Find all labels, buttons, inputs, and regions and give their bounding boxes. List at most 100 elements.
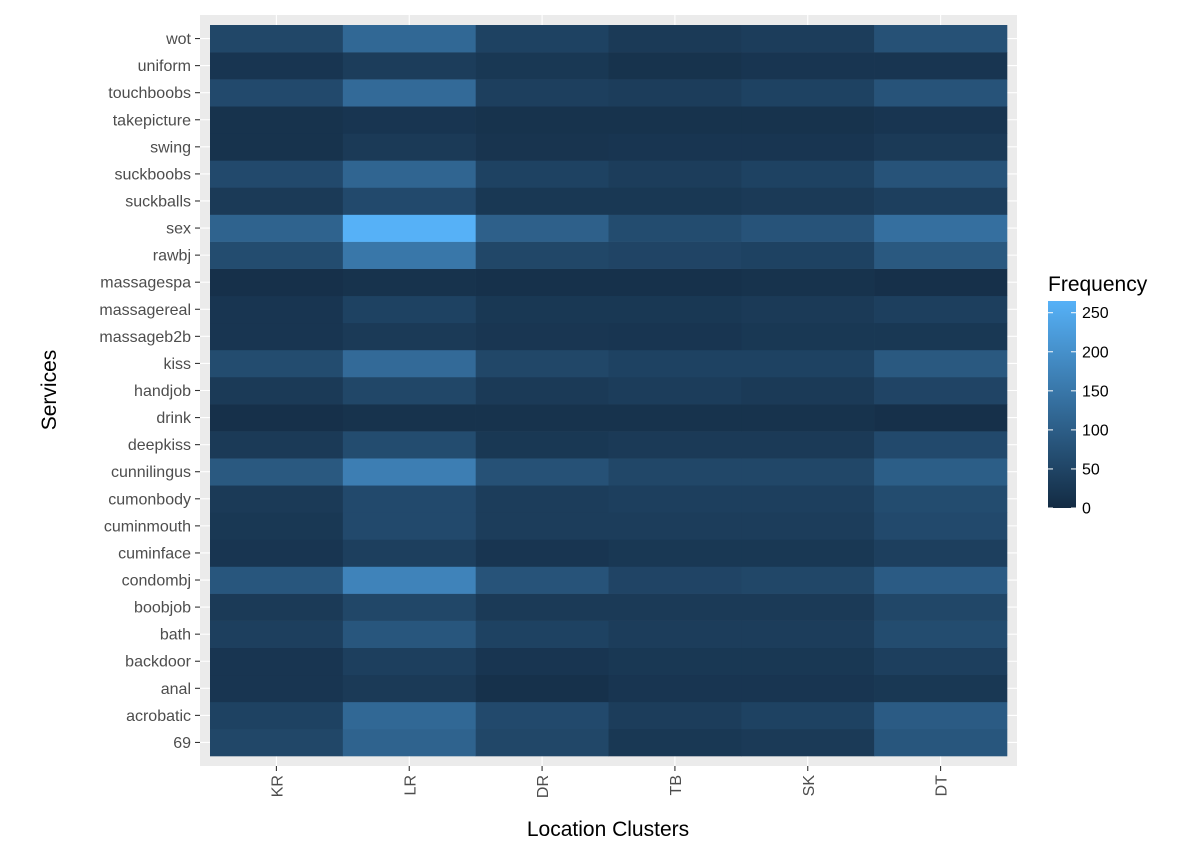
heatmap-cell-drink-TB [608, 404, 742, 432]
heatmap-cell-touchboobs-DR [475, 79, 609, 107]
heatmap-cell-cuminmouth-LR [342, 512, 476, 540]
heatmap-cell-kiss-SK [741, 349, 875, 378]
heatmap-cell-kiss-DT [874, 349, 1008, 378]
heatmap-cell-massagereal-TB [608, 295, 742, 324]
heatmap-cell-massagereal-DR [475, 295, 609, 324]
heatmap-cell-massagereal-LR [342, 295, 476, 324]
heatmap-cell-suckboobs-KR [210, 160, 344, 188]
y-tick-label: massagereal [99, 302, 191, 319]
heatmap-cell-takepicture-DT [874, 106, 1008, 134]
y-tick-label: anal [161, 681, 191, 698]
heatmap-cell-cuminmouth-TB [608, 512, 742, 540]
heatmap-cell-cuminface-DT [874, 539, 1008, 567]
heatmap-cell-bath-TB [608, 620, 742, 649]
heatmap-cell-condombj-SK [741, 566, 875, 594]
y-axis: 69 acrobatic anal backdoor bath boobjob condom… [99, 31, 200, 752]
heatmap-cell-sex-TB [608, 214, 742, 242]
x-tick-label: KR [269, 775, 286, 797]
heatmap-cell-cumonbody-LR [342, 485, 476, 513]
y-tick-label: cumonbody [108, 491, 191, 508]
heatmap-cell-wot-LR [342, 25, 476, 53]
heatmap-cell-cuminface-LR [342, 539, 476, 567]
heatmap-cell-backdoor-TB [608, 647, 742, 676]
heatmap-cell-rawbj-LR [342, 241, 476, 269]
heatmap-cell-sex-SK [741, 214, 875, 242]
heatmap-cell-suckboobs-SK [741, 160, 875, 188]
y-tick-label: rawbj [153, 248, 191, 265]
heatmap-cell-boobjob-SK [741, 593, 875, 621]
y-tick-label: deepkiss [128, 437, 191, 454]
heatmap-cell-bath-SK [741, 620, 875, 649]
heatmap-cell-takepicture-LR [342, 106, 476, 134]
y-tick-label: sex [166, 221, 191, 238]
y-tick-label: kiss [163, 356, 191, 373]
heatmap-cell-69-KR [210, 728, 344, 757]
heatmap-cell-massagereal-DT [874, 295, 1008, 324]
y-tick-label: bath [160, 627, 191, 644]
heatmap-cell-backdoor-LR [342, 647, 476, 676]
heatmap-cell-touchboobs-KR [210, 79, 344, 107]
x-axis: KR LR DR TB SK DT [269, 766, 951, 798]
heatmap-cell-cuminface-TB [608, 539, 742, 567]
heatmap-cell-touchboobs-TB [608, 79, 742, 107]
y-tick-label: drink [156, 410, 192, 427]
heatmap-cell-handjob-TB [608, 376, 742, 405]
x-tick-label: TB [668, 775, 685, 795]
heatmap-cell-suckballs-DR [475, 187, 609, 215]
heatmap-cell-bath-DR [475, 620, 609, 649]
legend-tick-label: 50 [1082, 461, 1100, 478]
heatmap-cell-anal-DT [874, 674, 1008, 703]
heatmap-cell-suckballs-LR [342, 187, 476, 215]
x-axis-title: Location Clusters [527, 818, 689, 841]
heatmap-cell-suckballs-KR [210, 187, 344, 215]
heatmap-cell-massagereal-SK [741, 295, 875, 324]
y-axis-title: Services [38, 350, 61, 431]
heatmap-cell-cuminface-KR [210, 539, 344, 567]
heatmap-cell-handjob-DT [874, 376, 1008, 405]
heatmap-cell-deepkiss-TB [608, 431, 742, 459]
heatmap-cell-rawbj-SK [741, 241, 875, 269]
heatmap-cell-uniform-DR [475, 52, 609, 80]
heatmap-cell-suckballs-DT [874, 187, 1008, 215]
heatmap-cell-backdoor-SK [741, 647, 875, 676]
heatmap-cell-touchboobs-LR [342, 79, 476, 107]
heatmap-cell-boobjob-LR [342, 593, 476, 621]
y-tick-label: suckballs [125, 193, 191, 210]
x-tick-label: SK [801, 775, 818, 797]
heatmap-cell-cumonbody-KR [210, 485, 344, 513]
legend-title: Frequency [1048, 273, 1148, 296]
heatmap-cell-deepkiss-KR [210, 431, 344, 459]
heatmap-cell-rawbj-DT [874, 241, 1008, 269]
heatmap-cell-anal-TB [608, 674, 742, 703]
heatmap-cell-handjob-DR [475, 376, 609, 405]
heatmap-cell-massagereal-KR [210, 295, 344, 324]
heatmap-cell-massageb2b-TB [608, 322, 742, 351]
heatmap-cell-drink-DT [874, 404, 1008, 432]
heatmap-cell-acrobatic-KR [210, 701, 344, 730]
legend-colorbar [1048, 301, 1076, 508]
y-tick-label: wot [165, 31, 191, 48]
heatmap-cell-deepkiss-DT [874, 431, 1008, 459]
heatmap-cell-takepicture-SK [741, 106, 875, 134]
y-tick-label: massagespa [100, 275, 191, 292]
heatmap-cell-massageb2b-KR [210, 322, 344, 351]
heatmap-cell-cunnilingus-SK [741, 458, 875, 486]
legend-ticks: 0 50 100 150 200 250 [1048, 305, 1109, 518]
heatmap-cell-kiss-DR [475, 349, 609, 378]
y-tick-label: cuminmouth [104, 518, 191, 535]
heatmap-cell-cuminmouth-DR [475, 512, 609, 540]
heatmap-cell-cunnilingus-LR [342, 458, 476, 486]
heatmap-cell-massagespa-DT [874, 268, 1008, 297]
heatmap-cell-cuminface-SK [741, 539, 875, 567]
heatmap-cell-wot-TB [608, 25, 742, 53]
heatmap-cell-anal-SK [741, 674, 875, 703]
heatmap-cell-69-DR [475, 728, 609, 757]
y-tick-label: acrobatic [126, 708, 191, 725]
heatmap-cell-suckboobs-DT [874, 160, 1008, 188]
heatmap-cell-swing-LR [342, 133, 476, 161]
x-tick-label: DR [535, 775, 552, 798]
y-tick-label: takepicture [113, 112, 191, 129]
legend-tick-label: 200 [1082, 344, 1109, 361]
y-tick-label: cuminface [118, 545, 191, 562]
